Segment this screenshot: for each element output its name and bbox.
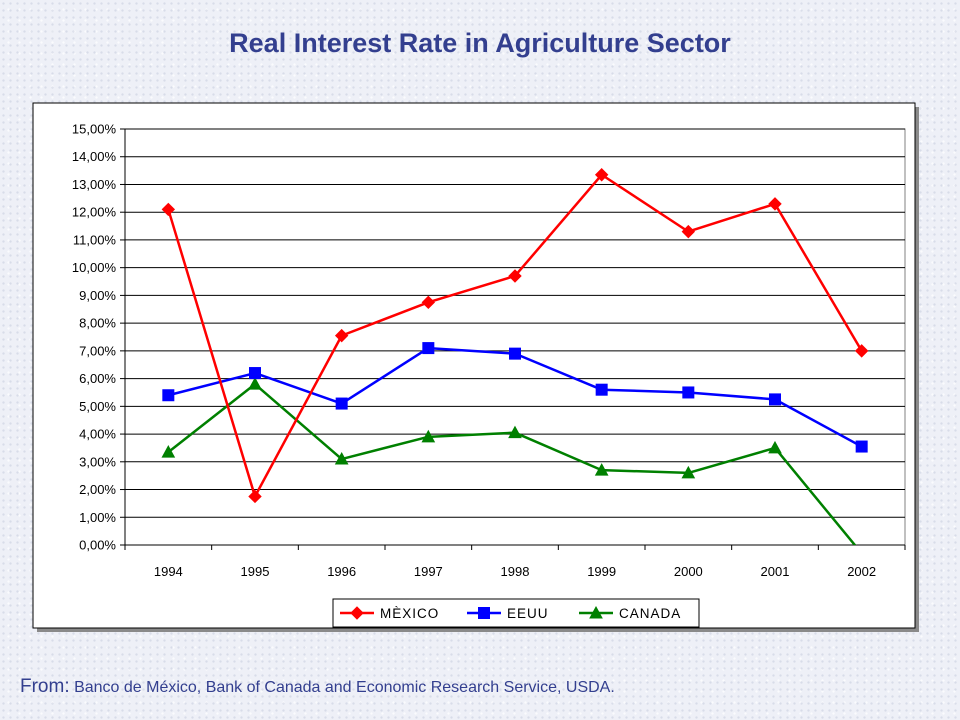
plot-area [124,128,906,546]
data-point-eeuu [162,389,175,402]
data-point-canada [334,451,349,465]
y-tick-label: 5,00% [79,399,116,414]
y-tick-label: 0,00% [79,538,116,553]
legend-box [332,598,700,628]
data-point-eeuu [682,386,695,399]
data-point-canada [594,463,609,476]
y-tick-label: 9,00% [79,288,116,303]
data-point-eeuu [855,440,868,453]
data-point-canada [768,440,782,454]
data-point-mexico [334,328,349,343]
x-tick-label: 2002 [847,564,876,579]
y-tick-label: 8,00% [79,316,116,331]
legend: MÈXICO EEUU CANADA [332,598,700,628]
legend-label-mexico: MÈXICO [380,606,439,621]
data-point-mexico [161,202,176,217]
data-point-mexico [248,489,262,504]
y-tick-label: 12,00% [72,205,117,220]
x-tick-label: 1998 [501,564,530,579]
data-point-eeuu [249,367,261,380]
y-tick-label: 15,00% [72,122,117,137]
legend-marker-mexico [350,606,364,620]
data-point-mexico [421,295,436,310]
y-tick-label: 14,00% [72,149,117,164]
series [161,168,869,545]
y-tick-label: 6,00% [79,371,116,386]
y-tick-label: 3,00% [79,454,116,469]
source-line: From: Banco de México, Bank of Canada an… [20,676,615,698]
data-point-mexico [854,344,869,358]
y-tick-label: 4,00% [79,427,116,442]
x-tick-label: 1997 [414,564,443,579]
legend-label-canada: CANADA [619,606,681,621]
data-point-canada [508,425,522,439]
x-tick-label: 1994 [154,564,183,579]
legend-label-eeuu: EEUU [507,606,549,621]
data-point-mexico [768,197,782,211]
data-point-eeuu [422,342,435,355]
data-point-canada [161,445,176,458]
source-prefix: From: [20,676,70,697]
x-tick-label: 1999 [587,564,616,579]
data-point-mexico [681,224,696,239]
x-tick-label: 1995 [241,564,270,579]
slide-title: Real Interest Rate in Agriculture Sector [229,28,731,58]
data-point-mexico [508,269,522,283]
source-text: Banco de México, Bank of Canada and Econ… [74,679,615,696]
series-canada [161,377,857,545]
x-tick-label: 2000 [674,564,703,579]
data-point-eeuu [509,347,521,360]
y-tick-label: 1,00% [79,510,116,525]
data-point-eeuu [595,383,608,396]
y-tick-label: 13,00% [72,177,117,192]
x-tick-label: 2001 [761,564,790,579]
data-point-eeuu [769,393,781,406]
legend-marker-canada [589,605,603,619]
y-tick-label: 2,00% [79,482,116,497]
data-point-canada [681,465,696,479]
data-point-eeuu [335,397,348,410]
y-tick-label: 10,00% [72,260,117,275]
y-tick-label: 11,00% [73,232,117,247]
series-eeuu [162,342,868,453]
series-mexico [161,168,869,504]
axes: 0,00% 1,00% 2,00% 3,00% 4,00% 5,00% 6,00% 7,00%… [72,122,906,579]
x-tick-label: 1996 [327,564,356,579]
y-tick-label: 7,00% [79,343,116,358]
legend-marker-eeuu [478,607,490,619]
data-point-mexico [594,168,609,182]
data-point-canada [248,377,262,390]
data-point-canada [421,429,436,443]
